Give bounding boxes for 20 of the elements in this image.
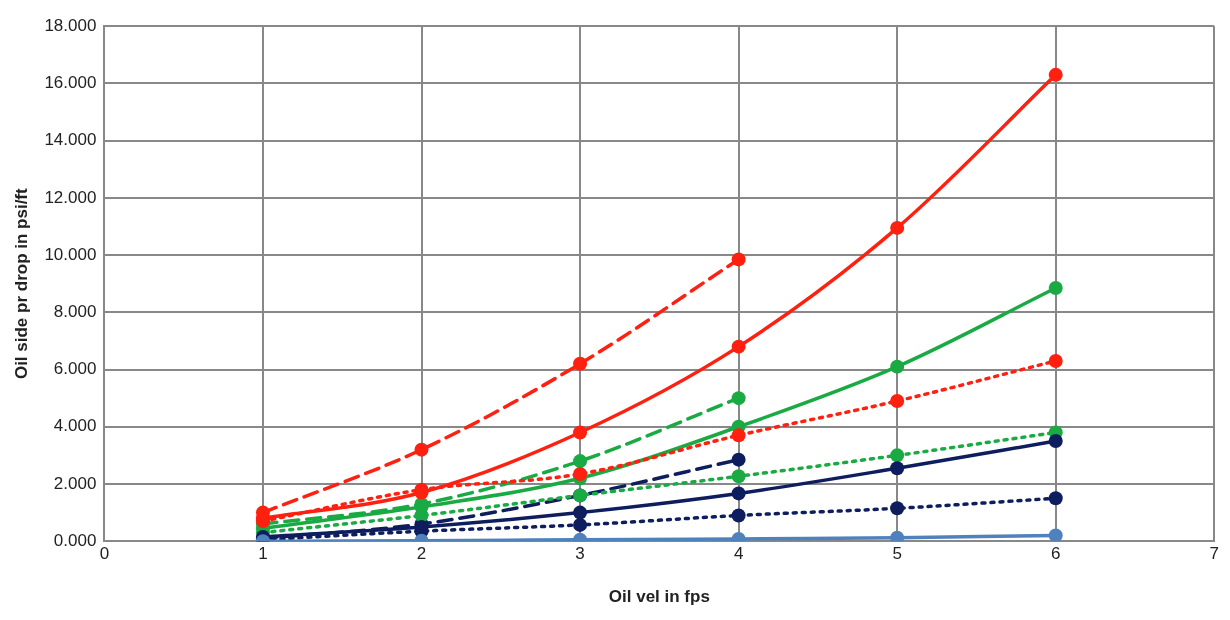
y-tick-label: 14.000 <box>44 130 97 150</box>
y-tick-label: 8.000 <box>53 302 97 321</box>
y-tick-label: 0.000 <box>53 530 97 550</box>
y-tick-label: 16.000 <box>44 73 97 93</box>
x-tick-label: 4 <box>733 544 744 564</box>
x-tick-label: 6 <box>1050 544 1061 564</box>
y-tick-label: 18.000 <box>44 15 97 35</box>
y-tick-label: 6.000 <box>53 359 97 379</box>
x-tick-label: 3 <box>575 544 585 564</box>
x-axis-title: Oil vel in fps <box>608 587 710 607</box>
x-tick-label: 0 <box>99 544 110 564</box>
x-tick-label: 7 <box>1209 544 1220 564</box>
x-tick-label: 1 <box>258 544 268 564</box>
x-tick-label: 5 <box>892 544 902 564</box>
y-tick-label: 12.000 <box>44 187 97 207</box>
y-tick-label: 4.000 <box>53 416 97 436</box>
x-tick-label: 2 <box>416 544 427 564</box>
y-tick-label: 10.000 <box>44 244 97 264</box>
y-axis-title: Oil side pr drop in psi/ft <box>11 187 31 380</box>
y-tick-label: 2.000 <box>53 473 97 493</box>
